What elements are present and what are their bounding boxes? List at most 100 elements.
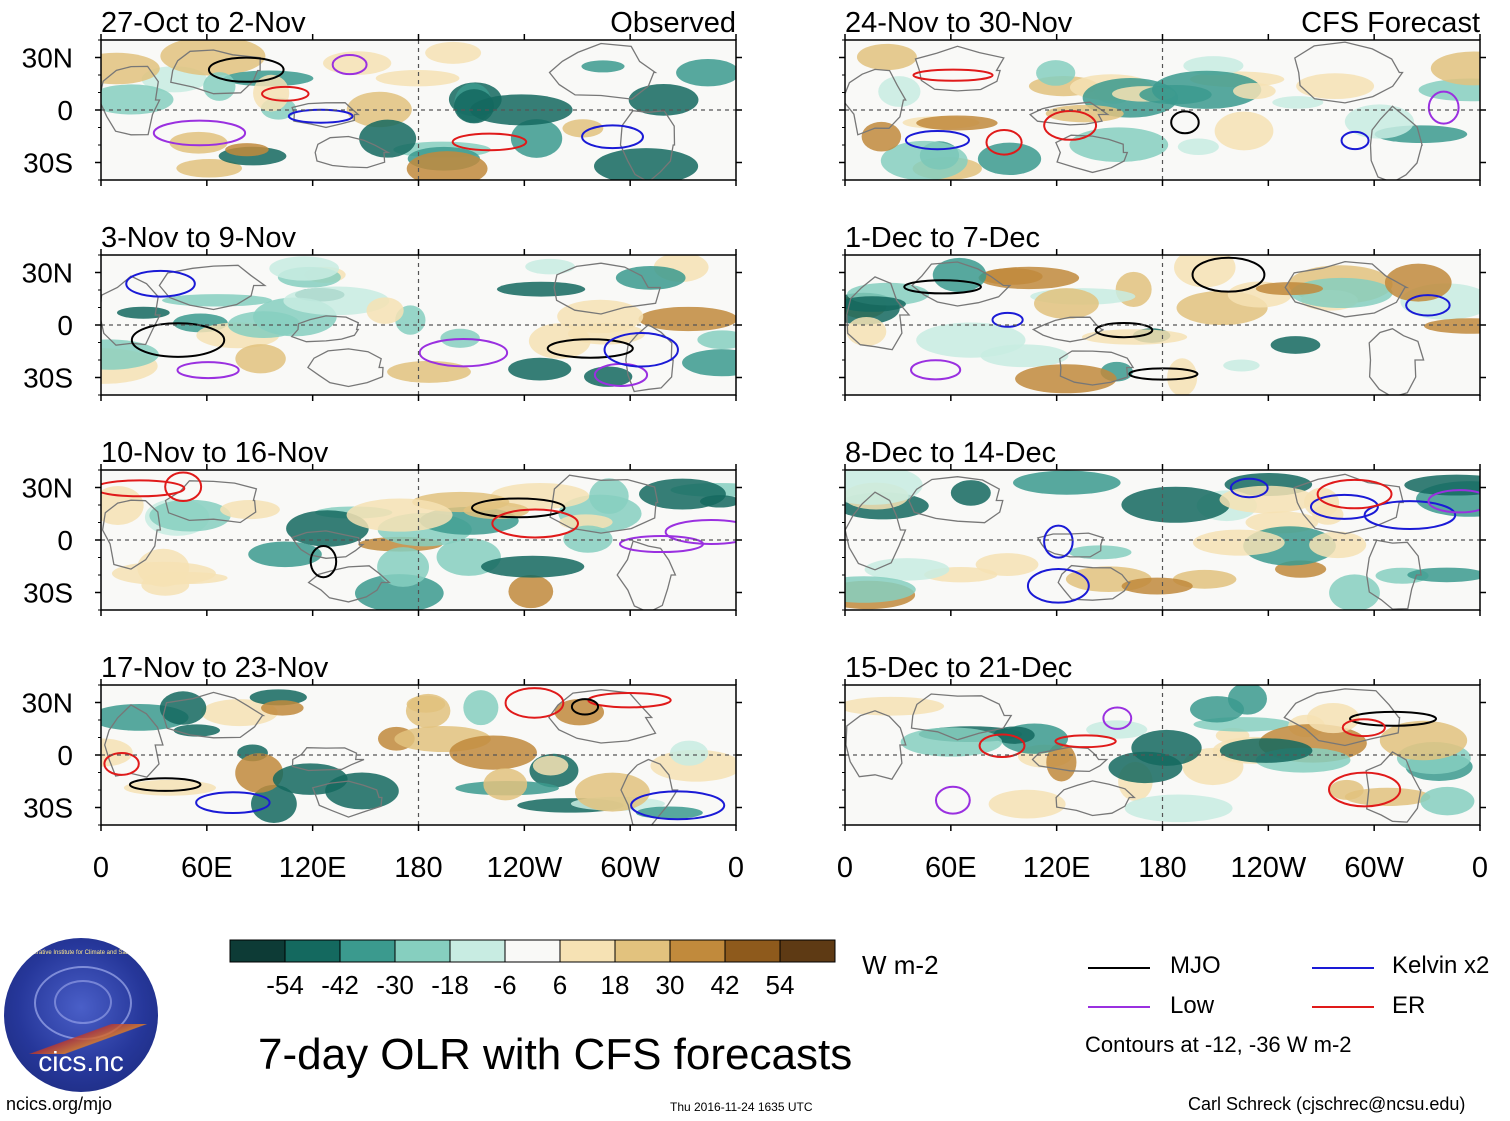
wave-contour	[309, 544, 338, 579]
suppressed-anomaly	[916, 115, 998, 131]
x-tick-label: 60E	[181, 852, 233, 884]
wave-contour	[504, 687, 565, 719]
convective-anomaly	[977, 142, 1042, 176]
wave-contour	[1229, 477, 1269, 499]
convective-anomaly	[950, 480, 991, 506]
panel-6: 8-Dec to 14-Dec	[839, 437, 1486, 616]
convective-anomaly	[251, 784, 297, 824]
figure-title: 7-day OLR with CFS forecasts	[258, 1030, 853, 1079]
wave-contour	[912, 68, 994, 82]
suppressed-anomaly	[975, 553, 1039, 576]
colorbar-swatch	[669, 939, 726, 963]
convective-anomaly	[525, 258, 575, 275]
convective-anomaly	[101, 339, 159, 370]
footer-url[interactable]: ncics.org/mjo	[6, 1094, 113, 1114]
wave-contour	[1191, 256, 1266, 293]
y-tick-label: 30N	[22, 43, 73, 74]
land-outline	[1294, 41, 1404, 104]
land-outline	[101, 275, 162, 346]
legend-er-line	[1312, 1006, 1374, 1008]
panel-period-label: 3-Nov to 9-Nov	[101, 222, 297, 254]
suppressed-anomaly	[559, 514, 613, 530]
colorbar-swatch	[724, 939, 781, 963]
convective-anomaly	[880, 140, 968, 180]
y-tick-label: 30S	[23, 148, 73, 179]
land-outline	[910, 693, 1013, 741]
x-tick-label: 120E	[1023, 852, 1091, 884]
colorbar-label: 18	[601, 970, 630, 1000]
land-outline	[290, 530, 365, 559]
convective-anomaly	[496, 281, 586, 297]
olr-field	[101, 470, 736, 610]
suppressed-anomaly	[1379, 720, 1468, 761]
suppressed-anomaly	[160, 40, 266, 76]
wave-contour	[103, 751, 140, 776]
olr-field	[101, 40, 736, 180]
convective-anomaly	[845, 470, 923, 505]
colorbar-label: -18	[431, 970, 469, 1000]
wave-contour	[1340, 130, 1370, 151]
convective-anomaly	[1329, 574, 1380, 610]
convective-anomaly	[325, 772, 399, 810]
legend-kelvin-line	[1312, 967, 1374, 969]
suppressed-anomaly	[425, 41, 482, 64]
panel-period-label: 1-Dec to 7-Dec	[845, 222, 1040, 254]
suppressed-anomaly	[1255, 282, 1323, 296]
suppressed-anomaly	[261, 700, 304, 716]
suppressed-anomaly	[387, 360, 471, 383]
suppressed-anomaly	[366, 297, 404, 324]
suppressed-anomaly	[1121, 577, 1193, 595]
suppressed-anomaly	[562, 119, 604, 138]
land-outline	[616, 540, 677, 610]
wave-contour	[910, 359, 962, 381]
wave-contour	[1170, 110, 1200, 135]
suppressed-anomaly	[508, 574, 554, 609]
colorbar-swatch	[559, 939, 616, 963]
wave-contour	[176, 361, 240, 380]
suppressed-anomaly	[220, 499, 280, 520]
wave-contour	[1427, 489, 1480, 514]
wave-contour	[630, 790, 726, 821]
x-tick-label: 60W	[600, 852, 660, 884]
suppressed-anomaly	[490, 482, 590, 510]
colorbar-swatch	[394, 939, 451, 963]
land-outline	[911, 261, 1012, 307]
convective-anomaly	[594, 148, 699, 180]
convective-anomaly	[354, 574, 444, 610]
suppressed-anomaly	[375, 69, 460, 87]
x-tick-label: 0	[93, 852, 109, 884]
panel-period-label: 17-Nov to 23-Nov	[101, 652, 329, 684]
panel-5: 1-Dec to 7-Dec	[839, 222, 1486, 401]
suppressed-anomaly	[1034, 288, 1099, 319]
panel-1: 30N 0 30S 3-Nov to 9-Nov	[22, 222, 742, 401]
wave-contour	[1128, 367, 1199, 381]
convective-anomaly	[283, 286, 390, 316]
wave-contour	[418, 338, 509, 368]
land-outline	[1366, 539, 1422, 610]
land-outline	[914, 45, 1005, 92]
wave-contour	[1341, 718, 1386, 738]
suppressed-anomaly	[1344, 787, 1431, 806]
y-tick-label: 30N	[22, 688, 73, 719]
legend-low-label: Low	[1170, 992, 1215, 1019]
convective-anomaly	[563, 525, 613, 553]
land-outline	[1368, 327, 1425, 395]
panel-0: 30N 0 30S 27-Oct to 2-Nov Observed	[22, 7, 742, 186]
land-outline	[549, 474, 659, 534]
land-outline	[1055, 134, 1129, 174]
suppressed-anomaly	[1424, 318, 1480, 334]
convective-anomaly	[508, 357, 572, 381]
x-tick-label: 0	[728, 852, 744, 884]
convective-anomaly	[359, 119, 417, 158]
wave-contour	[978, 733, 1026, 759]
x-tick-label: 180	[1138, 852, 1186, 884]
wave-contour	[261, 85, 310, 102]
logo-orbit-rings-inner	[54, 980, 112, 1024]
convective-anomaly	[470, 94, 573, 126]
colorbar-label: -30	[376, 970, 414, 1000]
colorbar-swatch	[504, 939, 561, 963]
wave-contour	[471, 497, 566, 519]
suppressed-anomaly	[111, 561, 216, 586]
wave-contour	[152, 119, 247, 147]
colorbar-label: 54	[766, 970, 795, 1000]
